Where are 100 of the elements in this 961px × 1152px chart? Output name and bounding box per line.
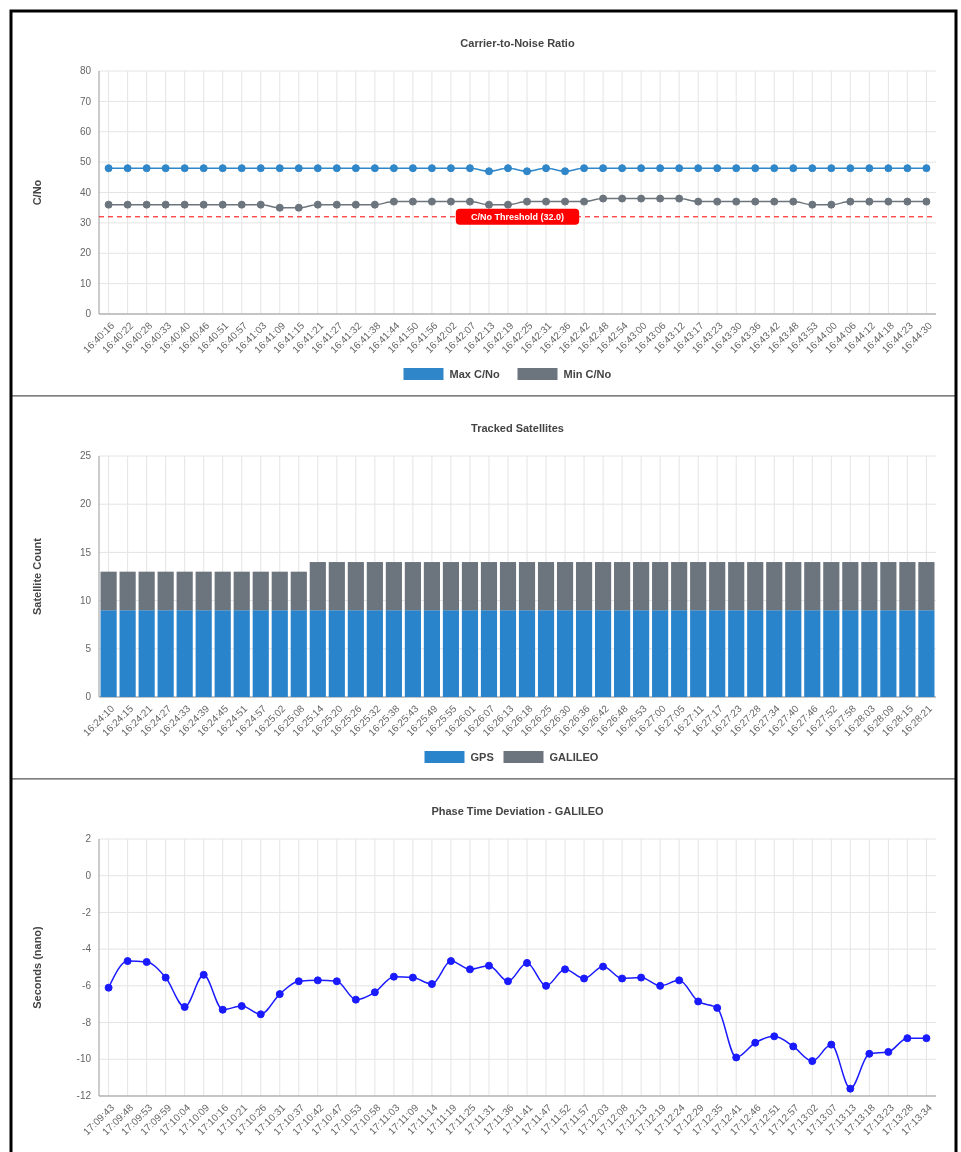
bar bbox=[880, 562, 897, 611]
bar bbox=[614, 562, 631, 611]
y-tick-label: 0 bbox=[85, 691, 92, 703]
bar bbox=[614, 610, 631, 697]
point bbox=[523, 958, 532, 967]
point bbox=[275, 990, 284, 999]
bar bbox=[918, 562, 935, 611]
bar bbox=[518, 610, 536, 697]
point bbox=[218, 200, 227, 209]
point bbox=[351, 164, 360, 173]
bar bbox=[366, 562, 383, 611]
bar bbox=[823, 610, 840, 697]
point bbox=[389, 972, 398, 981]
y-tick-label: 2 bbox=[85, 833, 92, 845]
point bbox=[637, 973, 646, 982]
y-tick-label: 70 bbox=[79, 95, 92, 107]
point bbox=[865, 164, 874, 173]
bar bbox=[214, 571, 231, 611]
point bbox=[484, 167, 493, 176]
point bbox=[770, 197, 779, 206]
point bbox=[542, 197, 551, 206]
bar bbox=[823, 562, 840, 611]
bar bbox=[633, 610, 650, 697]
bar bbox=[728, 562, 745, 611]
point bbox=[389, 197, 398, 206]
bar bbox=[100, 571, 117, 611]
point bbox=[123, 957, 132, 966]
point bbox=[751, 1038, 760, 1047]
point bbox=[922, 164, 931, 173]
point bbox=[294, 164, 303, 173]
point bbox=[180, 1002, 189, 1011]
bar bbox=[404, 562, 421, 611]
bar bbox=[252, 610, 269, 697]
point bbox=[294, 977, 303, 986]
bar bbox=[690, 562, 707, 611]
bar bbox=[328, 610, 345, 697]
point bbox=[123, 200, 132, 209]
point bbox=[199, 164, 208, 173]
bar bbox=[842, 562, 859, 611]
bar bbox=[842, 610, 859, 697]
bar bbox=[271, 610, 288, 697]
point bbox=[142, 957, 151, 966]
point bbox=[427, 197, 436, 206]
point bbox=[770, 164, 779, 173]
chart-title: Tracked Satellites bbox=[471, 422, 564, 434]
bar bbox=[899, 610, 916, 697]
bar bbox=[309, 610, 326, 697]
point bbox=[370, 200, 379, 209]
point bbox=[618, 194, 627, 203]
bar bbox=[233, 571, 250, 611]
bar bbox=[385, 562, 402, 611]
bar bbox=[499, 610, 517, 697]
legend-label: GALILEO bbox=[549, 750, 599, 763]
y-tick-label: 50 bbox=[79, 156, 92, 168]
y-tick-label: 40 bbox=[79, 186, 92, 198]
point bbox=[846, 1084, 855, 1093]
point bbox=[484, 200, 493, 209]
ref-line-label: C/No Threshold (32.0) bbox=[470, 211, 565, 222]
point bbox=[503, 200, 512, 209]
chart-title: Phase Time Deviation - GALILEO bbox=[431, 805, 605, 817]
point bbox=[580, 164, 589, 173]
y-tick-label: 80 bbox=[79, 65, 92, 77]
point bbox=[542, 164, 551, 173]
point bbox=[580, 197, 589, 206]
y-tick-label: 0 bbox=[85, 869, 92, 881]
bar bbox=[404, 610, 421, 697]
point bbox=[237, 1002, 246, 1011]
point bbox=[789, 1042, 798, 1051]
point bbox=[827, 1040, 836, 1049]
bar bbox=[119, 610, 136, 697]
bar bbox=[328, 562, 345, 611]
point bbox=[180, 200, 189, 209]
bar bbox=[918, 610, 935, 697]
bar bbox=[138, 610, 155, 697]
y-axis-title: Seconds (nano) bbox=[31, 925, 43, 1009]
bar bbox=[728, 610, 745, 697]
bar bbox=[461, 562, 479, 611]
point bbox=[542, 981, 551, 990]
bar bbox=[633, 562, 650, 611]
point bbox=[446, 197, 455, 206]
point bbox=[694, 197, 703, 206]
point bbox=[123, 164, 132, 173]
bar bbox=[766, 562, 783, 611]
bar bbox=[671, 610, 688, 697]
point bbox=[523, 197, 532, 206]
bar bbox=[347, 610, 364, 697]
point bbox=[884, 197, 893, 206]
point bbox=[104, 200, 113, 209]
point bbox=[256, 200, 265, 209]
bar bbox=[804, 610, 821, 697]
point bbox=[675, 976, 684, 985]
point bbox=[142, 164, 151, 173]
point bbox=[713, 1003, 722, 1012]
bar bbox=[271, 571, 288, 611]
bar bbox=[747, 610, 764, 697]
point bbox=[446, 957, 455, 966]
point bbox=[332, 200, 341, 209]
bar bbox=[233, 610, 250, 697]
y-axis-title: C/No bbox=[31, 179, 43, 206]
point bbox=[694, 997, 703, 1006]
